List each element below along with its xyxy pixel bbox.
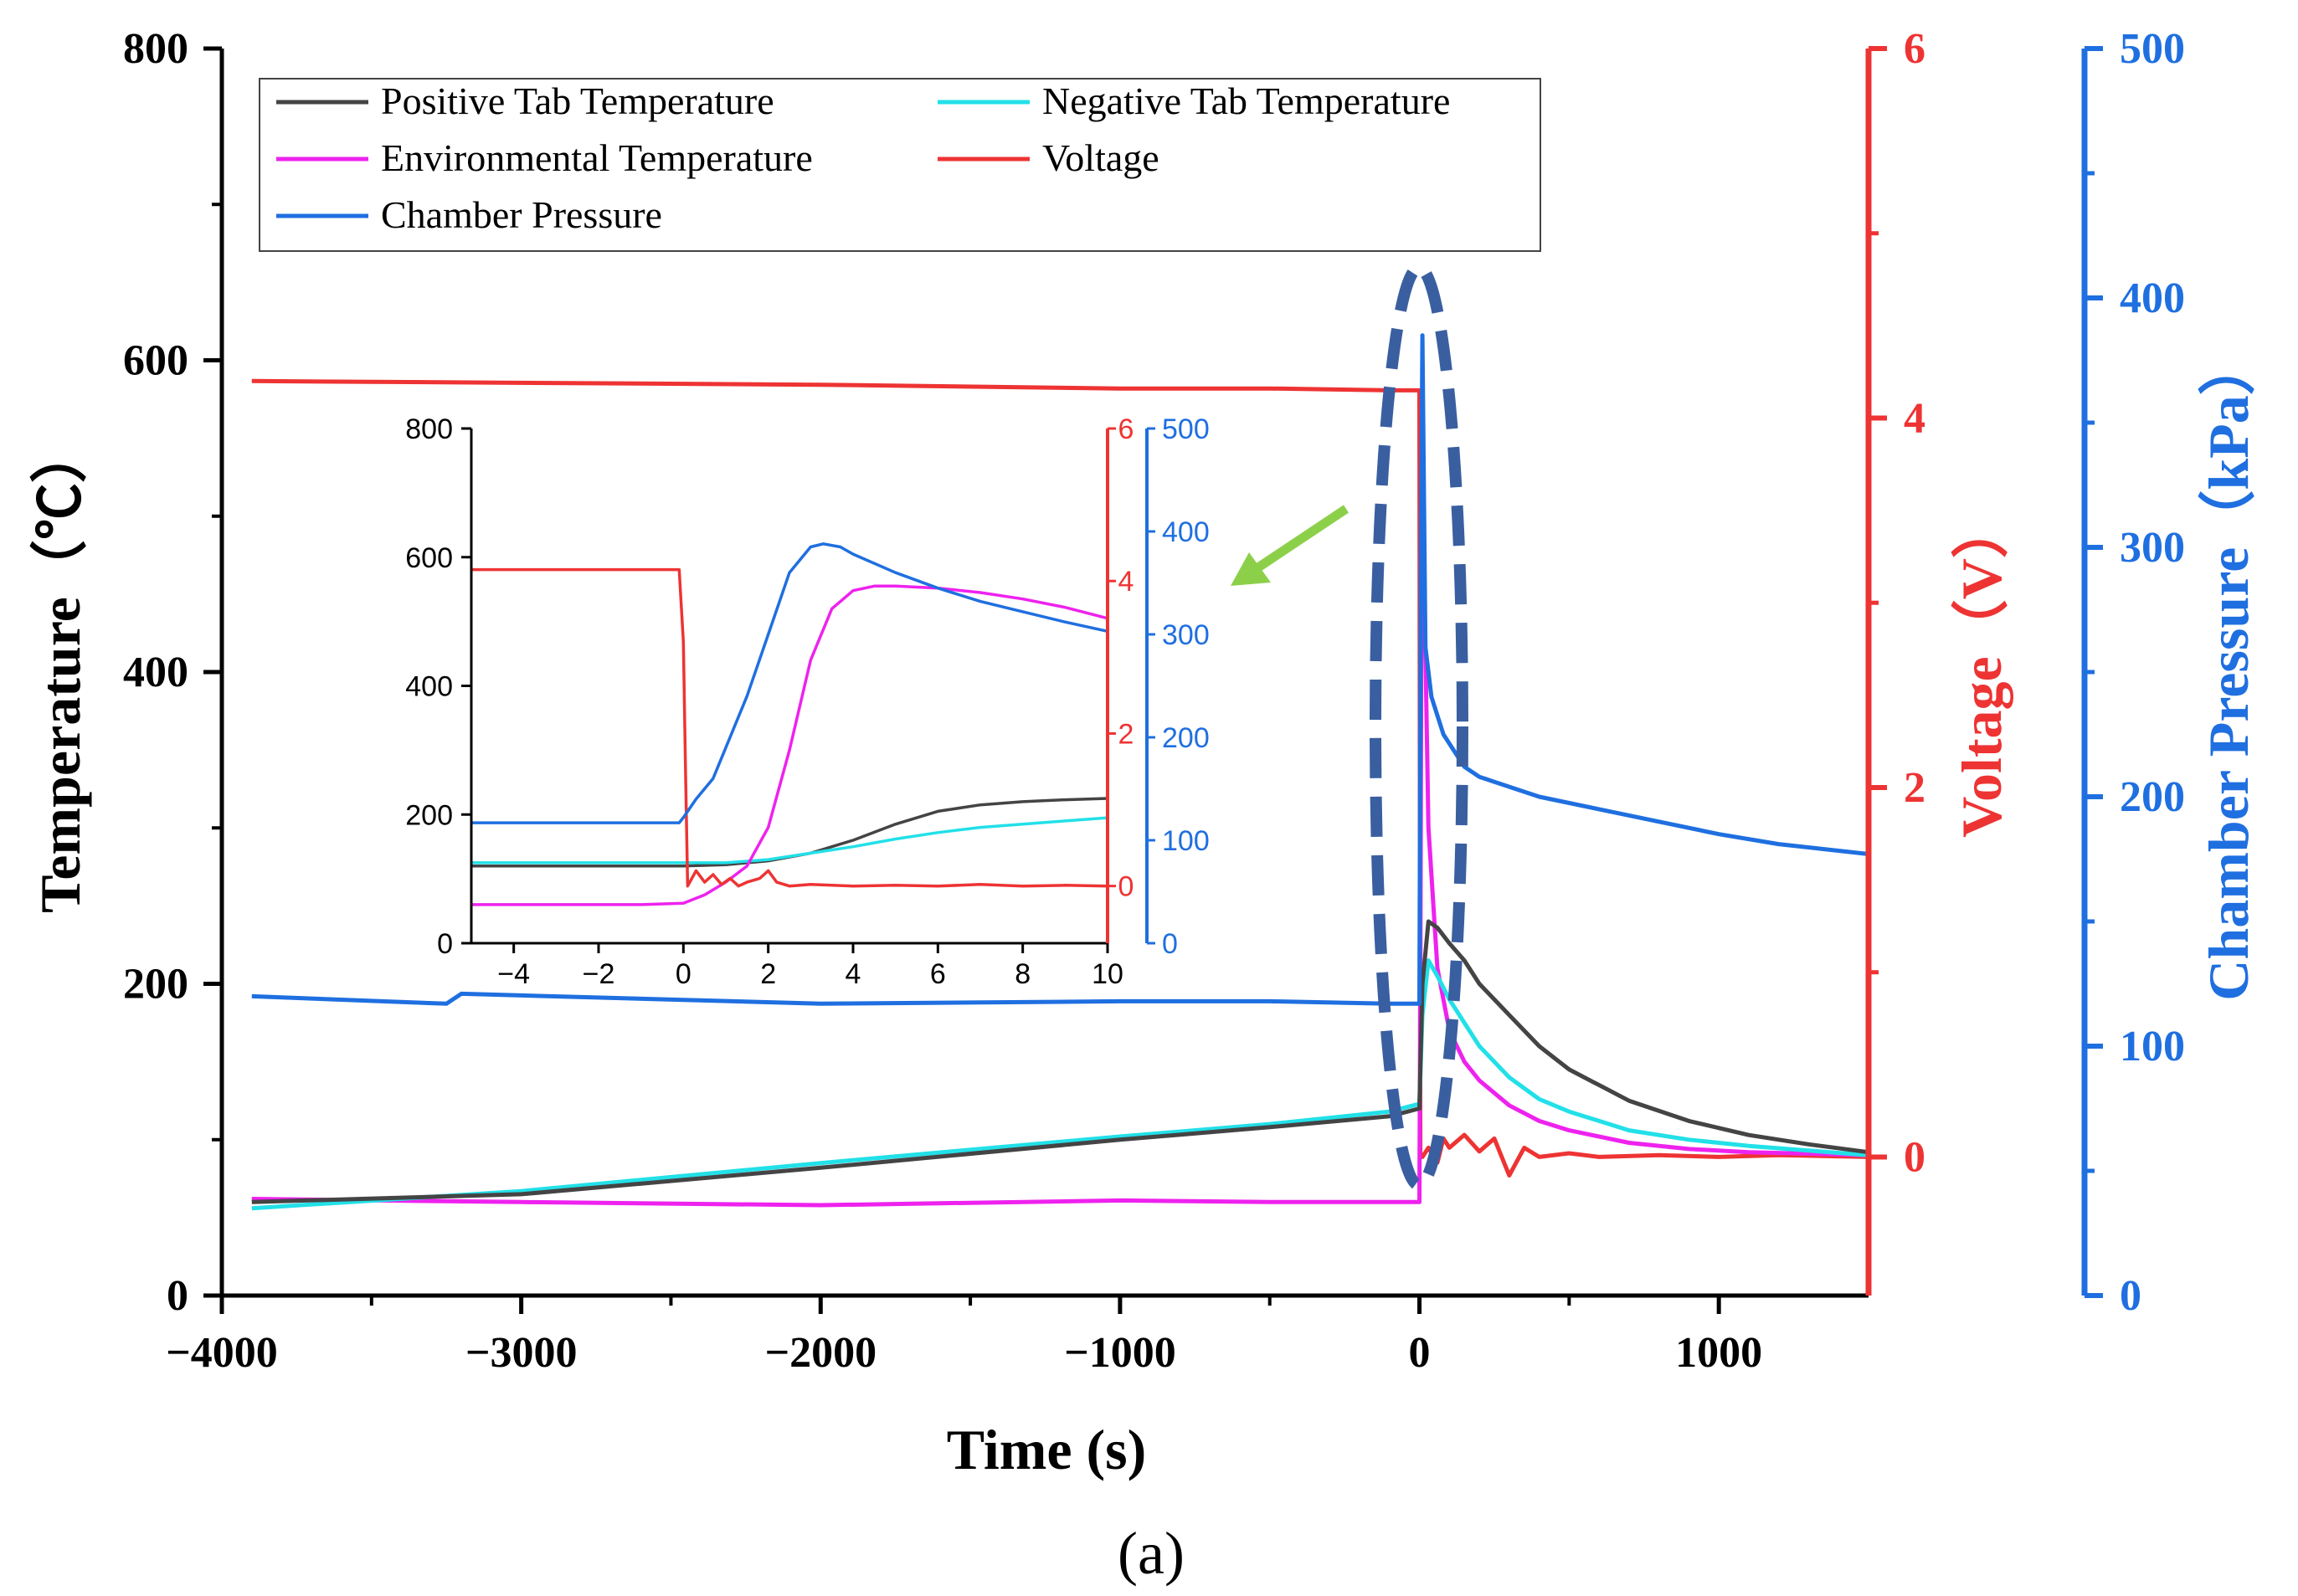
inset-x-tick-label: 6 (930, 958, 946, 990)
pointer-arrow (1231, 505, 1349, 586)
legend-label: Chamber Pressure (381, 193, 662, 236)
x-tick-label: 0 (1409, 1329, 1431, 1377)
inset-series-positive-tab-temperature (471, 797, 1108, 868)
inset-x-tick-label: 10 (1092, 958, 1123, 990)
inset-temperature-tick-label: 0 (437, 928, 453, 960)
inset-pressure-tick-label: 200 (1162, 722, 1210, 754)
inset-x-tick-label: −2 (583, 958, 615, 990)
inset-pressure-tick-label: 500 (1162, 413, 1210, 445)
series-chamber-pressure (251, 333, 1869, 1006)
inset-x-tick-label: 4 (846, 958, 861, 990)
temperature-axis-title: Temperature（℃） (28, 426, 92, 913)
voltage-tick-label: 4 (1904, 394, 1925, 442)
inset-series-chamber-pressure (471, 542, 1108, 824)
main-ticks-group: −4000 −3000 −2000 −1000 0 1000020040060080002… (123, 25, 2185, 1377)
inset-temperature-tick-label: 600 (405, 542, 453, 574)
inset-series-negative-tab-temperature (471, 816, 1108, 865)
voltage-tick-label: 0 (1904, 1133, 1925, 1181)
legend-label: Negative Tab Temperature (1042, 80, 1450, 122)
inset-x-tick-label: −4 (497, 958, 530, 990)
inset-series-environmental-temperature (471, 584, 1108, 906)
legend-box (259, 78, 1541, 252)
x-tick-label: −4000 (166, 1329, 278, 1377)
pressure-tick-label: 0 (2120, 1272, 2141, 1320)
legend: Positive Tab Temperature Negative Tab Tem… (259, 78, 1541, 252)
x-tick-label: −1000 (1064, 1329, 1176, 1377)
inset-pressure-tick-label: 400 (1162, 516, 1210, 548)
temperature-tick-label: 0 (167, 1272, 188, 1320)
inset-pressure-tick-label: 0 (1162, 928, 1178, 960)
legend-item-positive-tab-temperature: Positive Tab Temperature (276, 80, 774, 122)
inset-pressure-tick-label: 100 (1162, 825, 1210, 857)
voltage-tick-label: 2 (1904, 764, 1925, 812)
x-tick-label: −2000 (764, 1329, 877, 1377)
pressure-tick-label: 500 (2120, 25, 2185, 73)
legend-item-voltage: Voltage (938, 136, 1159, 179)
temperature-tick-label: 600 (123, 337, 188, 385)
highlight-ellipse (1370, 262, 1468, 1191)
inset-voltage-tick-label: 0 (1118, 871, 1134, 903)
temperature-tick-label: 200 (123, 961, 188, 1008)
legend-label: Voltage (1042, 136, 1159, 179)
inset-pressure-tick-label: 300 (1162, 619, 1210, 651)
inset-temperature-tick-label: 800 (405, 413, 453, 445)
legend-item-environmental-temperature: Environmental Temperature (276, 136, 813, 179)
inset-series-group (471, 542, 1108, 906)
pressure-tick-label: 100 (2120, 1023, 2185, 1070)
temperature-tick-label: 800 (123, 25, 188, 73)
inset-series-voltage (471, 567, 1108, 888)
inset-voltage-tick-label: 2 (1118, 718, 1134, 750)
pressure-tick-label: 400 (2120, 275, 2185, 322)
pressure-tick-label: 200 (2120, 773, 2185, 821)
inset-ticks-group: −4 −2 0 2 4 6 8 1002004006008000246010020030040… (405, 413, 1209, 990)
inset-plot: −4 −2 0 2 4 6 8 1002004006008000246010020030040… (405, 413, 1209, 990)
inset-temperature-tick-label: 400 (405, 671, 453, 703)
x-tick-label: 1000 (1675, 1329, 1762, 1377)
inset-x-tick-label: 8 (1015, 958, 1031, 990)
legend-item-chamber-pressure: Chamber Pressure (276, 193, 662, 236)
inset-temperature-tick-label: 200 (405, 799, 453, 831)
legend-label: Positive Tab Temperature (381, 80, 774, 122)
voltage-tick-label: 6 (1904, 25, 1925, 73)
pressure-tick-label: 300 (2120, 524, 2185, 572)
pressure-axis-title: Chamber Pressure（kPa） (2197, 338, 2260, 1000)
inset-x-tick-label: 2 (760, 958, 776, 990)
legend-item-negative-tab-temperature: Negative Tab Temperature (938, 80, 1450, 122)
inset-x-tick-label: 0 (676, 958, 691, 990)
series-environmental-temperature (251, 451, 1869, 1208)
series-positive-tab-temperature (251, 919, 1869, 1204)
x-axis-title: Time (s) (947, 1418, 1147, 1481)
voltage-axis-title: Voltage（V） (1950, 501, 2013, 838)
legend-label: Environmental Temperature (381, 136, 813, 179)
inset-voltage-tick-label: 6 (1118, 413, 1134, 445)
series-voltage (251, 378, 1869, 1178)
temperature-tick-label: 400 (123, 649, 188, 696)
figure-caption: (a) (1118, 1520, 1185, 1587)
inset-voltage-tick-label: 4 (1118, 566, 1134, 598)
x-tick-label: −3000 (465, 1329, 578, 1377)
